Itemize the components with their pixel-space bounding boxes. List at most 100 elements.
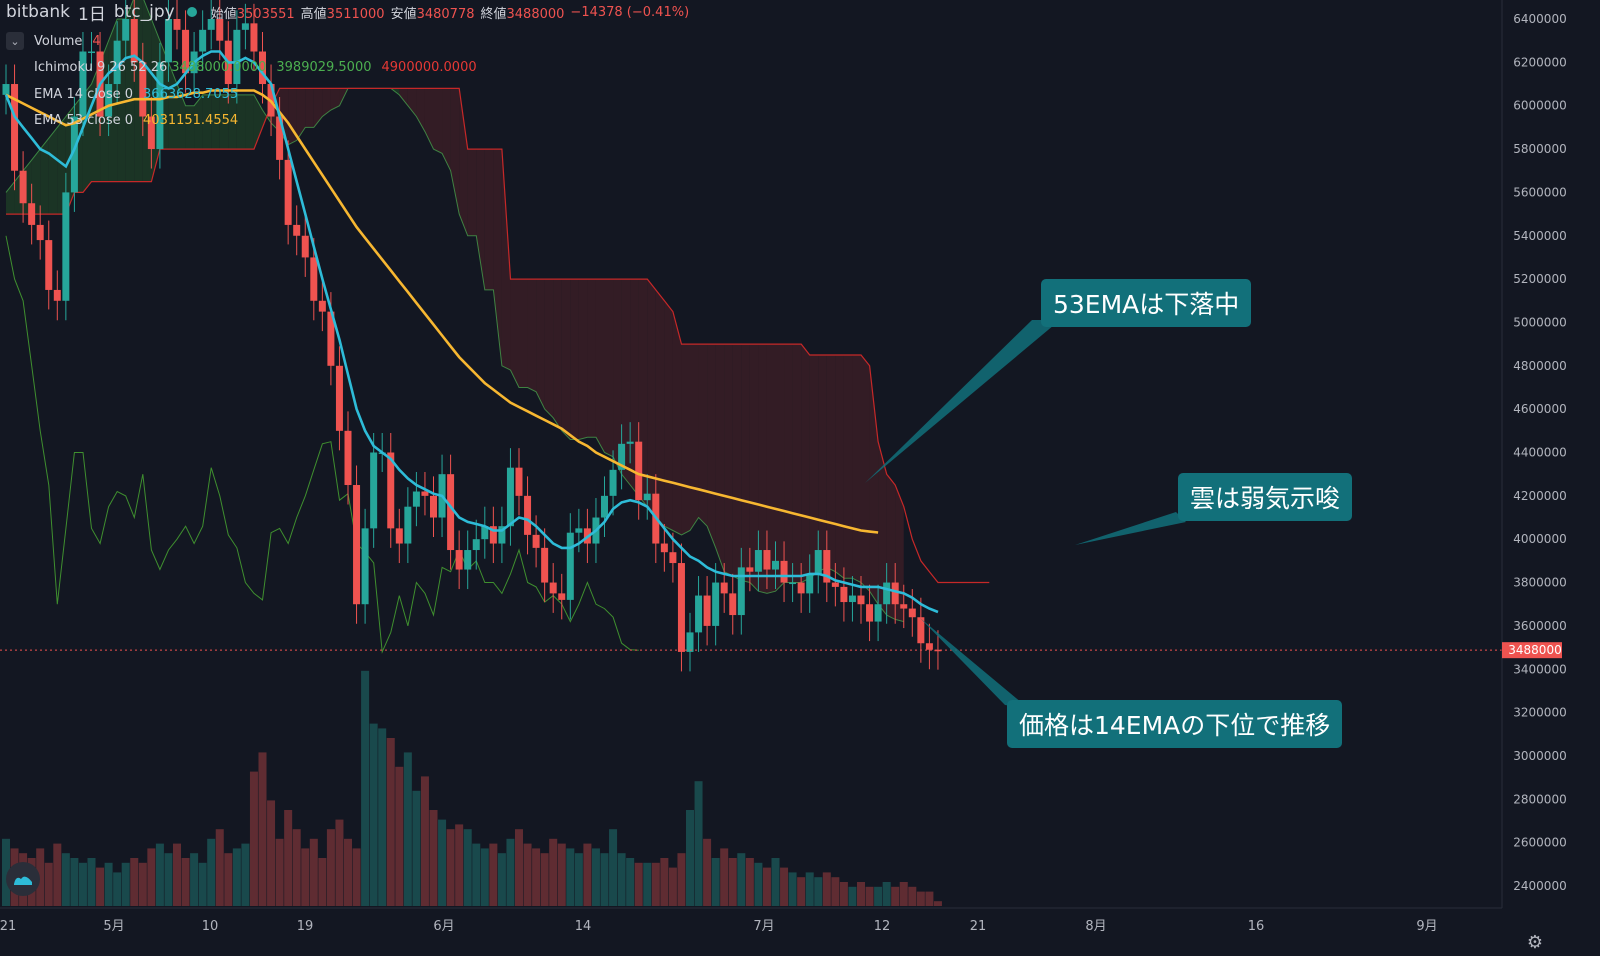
candle-body xyxy=(660,543,668,553)
kumo-segment xyxy=(177,84,186,150)
volume-bar xyxy=(147,848,156,906)
volume-bar xyxy=(711,858,720,906)
candle-body xyxy=(370,452,378,529)
candle-body xyxy=(293,224,301,236)
gear-icon[interactable]: ⚙ xyxy=(1526,932,1544,953)
candle-body xyxy=(797,582,805,594)
legend-ema53[interactable]: EMA 53 close 0 4031151.4554 xyxy=(6,108,477,135)
legend-ichimoku[interactable]: Ichimoku 9 26 52 26 3488000.0000 3989029… xyxy=(6,55,477,82)
indicator-legend: ⌄ Volume 4 Ichimoku 9 26 52 26 3488000.0… xyxy=(6,28,477,134)
candle-body xyxy=(53,289,61,301)
volume-bar xyxy=(96,867,105,906)
kumo-segment xyxy=(561,279,571,440)
exchange-name[interactable]: bitbank xyxy=(6,2,71,22)
symbol-name[interactable]: btc_jpy xyxy=(113,2,175,22)
price-axis-tick-label: 4000000 xyxy=(1513,532,1566,546)
volume-bar xyxy=(446,829,455,906)
volume-bar xyxy=(865,886,874,906)
time-axis-tick-label: 8月 xyxy=(1085,919,1106,934)
kumo-segment xyxy=(442,88,451,171)
volume-bar xyxy=(198,862,207,906)
volume-bar xyxy=(489,843,498,906)
volume-bar xyxy=(848,886,857,906)
volume-bar xyxy=(249,771,258,906)
candle-body xyxy=(806,573,814,594)
candle-body xyxy=(472,539,480,551)
kumo-segment xyxy=(185,105,195,150)
kumo-segment xyxy=(681,344,690,535)
volume-bar xyxy=(361,670,370,906)
volume-bar xyxy=(164,853,173,906)
kumo-segment xyxy=(459,88,468,236)
kumo-segment xyxy=(843,354,853,579)
callout-pointer-ema14 xyxy=(920,618,1028,708)
candle-body xyxy=(831,582,839,587)
volume-bar xyxy=(660,858,669,906)
candle-body xyxy=(199,29,207,52)
volume-bar xyxy=(634,862,643,906)
price-axis-tick-label: 3000000 xyxy=(1513,749,1566,763)
volume-bar xyxy=(224,853,233,906)
candle-body xyxy=(164,19,172,63)
kumo-segment xyxy=(809,354,819,579)
candle-body xyxy=(686,632,694,652)
candle-body xyxy=(241,23,249,30)
volume-bar xyxy=(318,858,327,906)
candle-body xyxy=(618,443,626,470)
kumo-segment xyxy=(861,354,870,592)
kumo-segment xyxy=(493,149,502,366)
interval-label[interactable]: 1日 xyxy=(78,4,106,25)
volume-bar xyxy=(352,848,361,906)
volume-bar xyxy=(121,862,130,906)
volume-bar xyxy=(797,877,806,906)
volume-bar xyxy=(420,776,429,906)
kumo-segment xyxy=(467,149,477,236)
candle-body xyxy=(703,595,711,626)
low-label: 安値 xyxy=(390,6,417,22)
kumo-segment xyxy=(604,279,614,457)
candle-body xyxy=(883,582,891,605)
chevron-down-icon[interactable]: ⌄ xyxy=(6,32,24,51)
candle-body xyxy=(934,649,942,652)
legend-ema14[interactable]: EMA 14 close 0 3663628.7055 xyxy=(6,81,477,108)
volume-bar xyxy=(515,829,523,906)
senkou-span-b-line xyxy=(6,87,990,584)
kumo-segment xyxy=(484,149,494,290)
kumo-segment xyxy=(835,354,844,579)
price-axis-tick-label: 5800000 xyxy=(1513,142,1566,156)
candle-body xyxy=(404,506,412,544)
candle-body xyxy=(139,62,147,117)
tradingview-logo-icon[interactable] xyxy=(6,862,40,896)
legend-ichimoku-value-3: 4900000.0000 xyxy=(381,60,477,76)
candle-body xyxy=(88,51,95,54)
candle-body xyxy=(28,203,36,225)
kumo-segment xyxy=(570,279,579,440)
callout-pointer-ema53 xyxy=(865,320,1060,483)
candle-body xyxy=(729,593,737,616)
volume-bar xyxy=(181,858,190,906)
volume-bar xyxy=(241,843,250,906)
legend-volume-name: Volume xyxy=(34,33,83,49)
candle-body xyxy=(609,469,617,496)
candle-body xyxy=(737,567,745,616)
volume-bar xyxy=(480,848,489,906)
kumo-segment xyxy=(536,279,545,410)
volume-bar xyxy=(506,838,515,906)
candle-body xyxy=(301,235,309,258)
legend-volume[interactable]: ⌄ Volume 4 xyxy=(6,28,477,55)
price-axis-tick-label: 5200000 xyxy=(1513,272,1566,286)
time-axis-tick-label: 12 xyxy=(874,919,891,934)
open-label: 始値 xyxy=(210,6,237,22)
volume-bar xyxy=(61,853,70,906)
volume-bar xyxy=(874,886,883,906)
volume-bar xyxy=(301,848,310,906)
candle-body xyxy=(19,170,27,204)
kumo-segment xyxy=(698,344,708,527)
price-axis-tick-label: 4400000 xyxy=(1513,446,1566,460)
kumo-segment xyxy=(595,279,605,453)
candle-body xyxy=(2,84,10,95)
candle-body xyxy=(626,441,634,444)
volume-bar xyxy=(429,810,438,906)
